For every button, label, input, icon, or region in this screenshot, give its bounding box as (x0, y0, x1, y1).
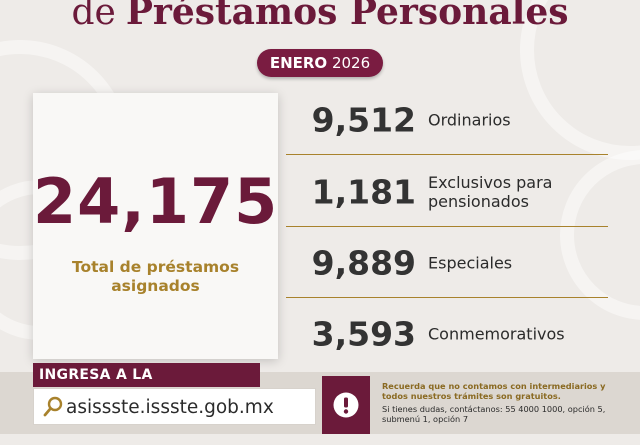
alert-icon (333, 392, 359, 418)
title-main: Préstamos Personales (125, 0, 569, 33)
month-badge: ENERO 2026 (257, 49, 383, 77)
loan-label: Especiales (428, 253, 513, 273)
notice-info: Si tienes dudas, contáctanos: 55 4000 10… (382, 404, 606, 424)
title-prefix: de (71, 0, 116, 33)
search-icon (43, 396, 63, 418)
loan-row-conmemorativos: 3,593 Conmemorativos (286, 299, 608, 369)
divider (286, 297, 608, 298)
loan-value: 1,181 (311, 172, 416, 212)
total-card: 24,175 Total de préstamos asignados (33, 93, 278, 359)
month-label: ENERO (269, 54, 328, 72)
divider (286, 154, 608, 155)
loan-value: 9,889 (311, 243, 416, 283)
loan-row-especiales: 9,889 Especiales (286, 228, 608, 298)
loan-value: 9,512 (311, 100, 416, 140)
platform-label: INGRESA A LA PLATAFORMA (33, 363, 260, 407)
page-title: de Préstamos Personales (0, 0, 640, 43)
year-label: 2026 (331, 54, 371, 72)
total-label: Total de préstamos asignados (71, 258, 240, 295)
divider (286, 226, 608, 227)
loan-row-exclusivos: 1,181 Exclusivos para pensionados (286, 157, 608, 227)
notice-strong: Recuerda que no contamos con intermediar… (382, 381, 606, 401)
loan-label: Conmemorativos (428, 324, 565, 344)
loan-row-ordinarios: 9,512 Ordinarios (286, 85, 608, 155)
total-value: 24,175 (33, 165, 279, 238)
alert-icon-box (322, 376, 370, 434)
platform-url-link[interactable]: asissste.issste.gob.mx (66, 397, 274, 418)
url-box[interactable]: asissste.issste.gob.mx (33, 388, 316, 425)
loan-label: Exclusivos para pensionados (428, 173, 553, 211)
loan-value: 3,593 (311, 314, 416, 354)
loan-label: Ordinarios (428, 110, 511, 130)
